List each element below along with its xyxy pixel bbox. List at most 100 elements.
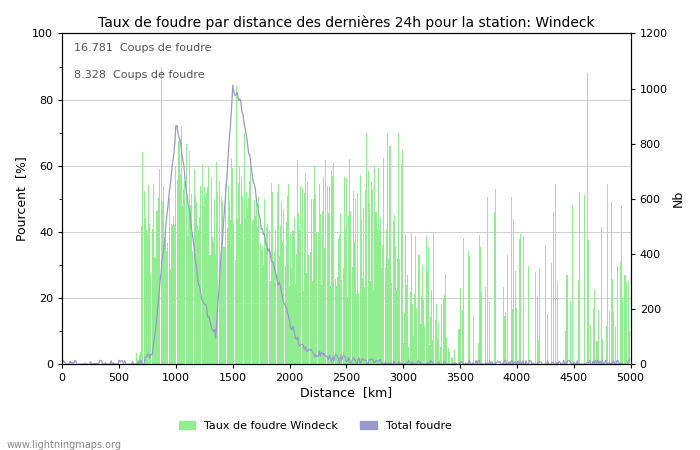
- Bar: [495, 189, 496, 364]
- Bar: [416, 308, 417, 364]
- Bar: [440, 347, 441, 364]
- Bar: [239, 166, 240, 364]
- Bar: [437, 339, 438, 364]
- Bar: [362, 278, 363, 364]
- Bar: [263, 265, 264, 364]
- Bar: [313, 199, 314, 364]
- Bar: [503, 288, 504, 364]
- Bar: [420, 324, 421, 364]
- Bar: [406, 285, 407, 364]
- Bar: [181, 126, 182, 364]
- Bar: [371, 182, 372, 364]
- Bar: [460, 288, 461, 364]
- Bar: [566, 274, 568, 364]
- Bar: [279, 256, 280, 364]
- Bar: [458, 329, 459, 364]
- Bar: [139, 355, 140, 364]
- Bar: [238, 183, 239, 364]
- Bar: [281, 202, 282, 364]
- Bar: [621, 206, 622, 364]
- Bar: [473, 315, 475, 364]
- Bar: [372, 189, 373, 364]
- Bar: [487, 198, 488, 364]
- Bar: [142, 152, 144, 364]
- Bar: [442, 298, 444, 364]
- Bar: [337, 278, 338, 364]
- Bar: [421, 297, 422, 364]
- Bar: [145, 218, 146, 364]
- Bar: [316, 233, 317, 364]
- Bar: [287, 196, 288, 364]
- Bar: [162, 201, 163, 364]
- Bar: [164, 239, 165, 364]
- Bar: [240, 224, 241, 364]
- Bar: [438, 323, 439, 364]
- Bar: [407, 275, 408, 364]
- Bar: [520, 234, 521, 364]
- Bar: [200, 186, 202, 364]
- Bar: [587, 73, 588, 364]
- Bar: [271, 184, 272, 364]
- Bar: [519, 239, 520, 364]
- Bar: [538, 341, 539, 364]
- Bar: [194, 169, 195, 364]
- Bar: [380, 219, 381, 364]
- Bar: [322, 212, 323, 364]
- Bar: [427, 272, 428, 364]
- Bar: [539, 268, 540, 364]
- Bar: [196, 202, 197, 364]
- Bar: [598, 310, 599, 364]
- Bar: [439, 360, 440, 364]
- Text: www.lightningmaps.org: www.lightningmaps.org: [7, 440, 122, 450]
- Bar: [597, 341, 598, 364]
- Bar: [151, 229, 153, 364]
- Bar: [375, 212, 377, 364]
- Bar: [144, 191, 145, 364]
- Bar: [608, 311, 610, 364]
- Bar: [478, 343, 479, 364]
- Bar: [197, 225, 198, 364]
- Bar: [260, 250, 262, 364]
- Bar: [596, 341, 597, 364]
- Bar: [620, 262, 621, 364]
- Bar: [354, 242, 355, 364]
- Bar: [413, 337, 414, 364]
- Bar: [545, 246, 546, 364]
- Bar: [302, 291, 304, 364]
- Bar: [453, 362, 454, 364]
- Bar: [154, 257, 155, 364]
- Bar: [484, 287, 486, 364]
- Bar: [275, 230, 276, 364]
- Bar: [398, 133, 399, 364]
- Bar: [404, 313, 405, 364]
- Bar: [431, 289, 432, 364]
- Bar: [227, 228, 228, 364]
- Bar: [505, 312, 506, 364]
- Bar: [451, 357, 452, 364]
- Bar: [231, 158, 232, 364]
- Bar: [433, 233, 435, 364]
- Bar: [213, 243, 214, 364]
- Bar: [293, 216, 295, 364]
- Bar: [222, 201, 223, 364]
- Bar: [228, 185, 229, 364]
- Bar: [229, 201, 230, 364]
- Bar: [160, 67, 162, 364]
- Bar: [148, 185, 149, 364]
- Bar: [256, 198, 257, 364]
- Bar: [149, 224, 150, 364]
- Bar: [479, 235, 480, 364]
- Bar: [174, 225, 175, 364]
- Y-axis label: Nb: Nb: [672, 190, 685, 207]
- Bar: [198, 230, 199, 364]
- Y-axis label: Pourcent  [%]: Pourcent [%]: [15, 157, 28, 241]
- Bar: [405, 234, 406, 364]
- Bar: [320, 214, 321, 364]
- Bar: [435, 304, 437, 364]
- Bar: [205, 197, 206, 364]
- Bar: [195, 195, 196, 364]
- Bar: [321, 285, 322, 364]
- Bar: [512, 309, 513, 364]
- Bar: [373, 290, 374, 364]
- Bar: [323, 177, 324, 364]
